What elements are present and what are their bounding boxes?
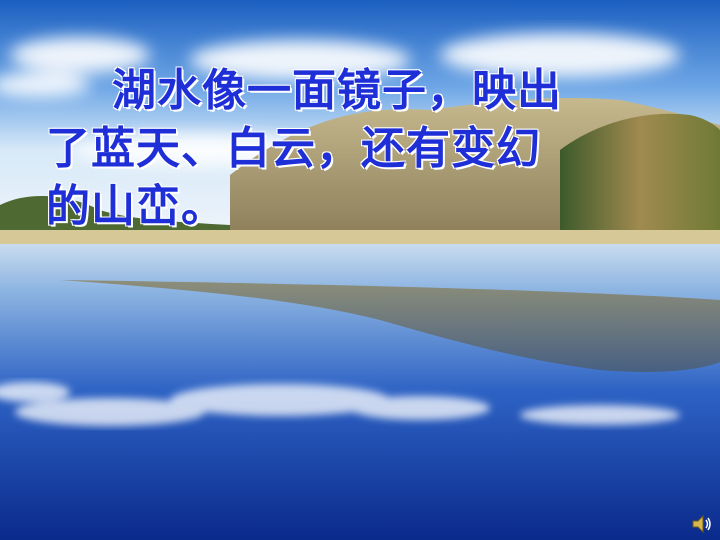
speaker-icon[interactable] [690, 512, 714, 536]
text-line-3: 的山峦。 [46, 181, 226, 232]
text-line-1: 湖水像一面镜子，映出 [112, 65, 562, 116]
slide-text: 湖水像一面镜子，映出 了蓝天、白云，还有变幻 的山峦。 [46, 62, 656, 236]
text-line-2: 了蓝天、白云，还有变幻 [46, 123, 541, 174]
